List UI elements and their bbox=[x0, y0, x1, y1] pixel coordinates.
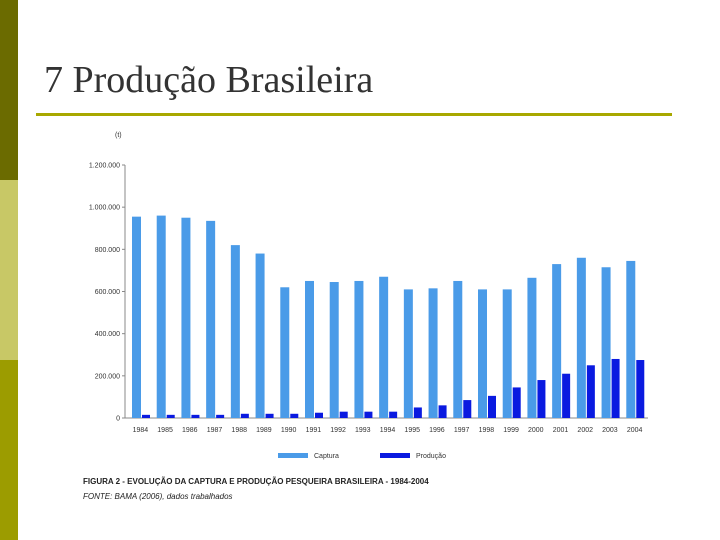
bar-captura-1990 bbox=[280, 287, 290, 418]
x-tick-label: 1985 bbox=[157, 427, 173, 434]
bar-captura-1995 bbox=[403, 289, 413, 418]
bar-producao-1985 bbox=[166, 414, 175, 418]
bar-producao-2002 bbox=[586, 365, 595, 418]
bar-producao-1997 bbox=[463, 400, 472, 418]
legend-label-producao: Produção bbox=[416, 453, 446, 460]
x-tick-label: 1999 bbox=[503, 427, 519, 434]
bar-producao-1984 bbox=[142, 414, 150, 418]
bar-producao-1989 bbox=[265, 413, 274, 418]
legend-label-captura: Captura bbox=[314, 453, 339, 460]
title-underline bbox=[36, 113, 672, 116]
bar-producao-2000 bbox=[537, 380, 546, 418]
bar-producao-1991 bbox=[315, 412, 323, 418]
bar-captura-2004 bbox=[626, 260, 636, 418]
side-accent-top bbox=[0, 0, 18, 180]
bar-producao-1992 bbox=[339, 411, 348, 418]
x-tick-label: 2001 bbox=[553, 427, 569, 434]
bar-captura-1989 bbox=[255, 253, 265, 418]
y-tick-label: 0 bbox=[116, 416, 120, 423]
bar-producao-1995 bbox=[413, 407, 422, 418]
bar-captura-2002 bbox=[576, 257, 586, 418]
x-tick-label: 1992 bbox=[330, 427, 346, 434]
bar-producao-2004 bbox=[636, 360, 645, 418]
bar-captura-1986 bbox=[181, 217, 191, 418]
bar-captura-2000 bbox=[527, 277, 537, 418]
legend-swatch-producao bbox=[380, 453, 410, 458]
bar-captura-1994 bbox=[379, 276, 389, 418]
x-tick-label: 1994 bbox=[380, 427, 396, 434]
bar-captura-1998 bbox=[478, 289, 487, 418]
x-tick-label: 1984 bbox=[133, 427, 149, 434]
bar-producao-1998 bbox=[488, 395, 496, 418]
bar-producao-1993 bbox=[364, 411, 373, 418]
bar-producao-1986 bbox=[191, 414, 200, 418]
side-accent-middle bbox=[0, 180, 18, 360]
x-tick-label: 2002 bbox=[577, 427, 593, 434]
slide-title: 7 Produção Brasileira bbox=[44, 59, 374, 101]
x-tick-label: 2004 bbox=[627, 427, 643, 434]
y-tick-label: 1.000.000 bbox=[89, 205, 120, 212]
x-tick-label: 1987 bbox=[207, 427, 223, 434]
side-accent-bottom bbox=[0, 360, 18, 540]
y-tick-label: 600.000 bbox=[95, 289, 120, 296]
bar-producao-1990 bbox=[290, 413, 299, 418]
bar-producao-2003 bbox=[611, 358, 620, 418]
x-tick-label: 1995 bbox=[404, 427, 420, 434]
x-tick-label: 1996 bbox=[429, 427, 445, 434]
bar-producao-1988 bbox=[240, 413, 249, 418]
bar-producao-2001 bbox=[562, 373, 571, 418]
source-caption: FONTE: BAMA (2006), dados trabalhados bbox=[83, 492, 233, 501]
x-tick-label: 1991 bbox=[306, 427, 322, 434]
y-axis-unit-label: (t) bbox=[115, 132, 122, 139]
bar-chart: (t) 0 200.000 400.000 600.000 800.000 1.000.00… bbox=[89, 132, 648, 460]
x-tick-label: 2003 bbox=[602, 427, 618, 434]
y-tick-label: 200.000 bbox=[95, 373, 120, 380]
figure-caption: FIGURA 2 - EVOLUÇÃO DA CAPTURA E PRODUÇÃ… bbox=[83, 477, 429, 486]
x-tick-label: 1990 bbox=[281, 427, 297, 434]
bar-captura-1988 bbox=[230, 245, 240, 418]
x-tick-label: 1988 bbox=[231, 427, 247, 434]
bar-captura-2003 bbox=[601, 267, 611, 418]
bar-producao-1994 bbox=[389, 411, 398, 418]
x-tick-label: 1998 bbox=[479, 427, 495, 434]
x-tick-label: 2000 bbox=[528, 427, 544, 434]
y-tick-label: 400.000 bbox=[95, 331, 120, 338]
y-tick-label: 800.000 bbox=[95, 247, 120, 254]
bar-captura-1996 bbox=[428, 288, 438, 418]
bar-captura-2001 bbox=[552, 264, 562, 418]
bar-captura-1984 bbox=[132, 216, 141, 418]
bar-captura-1993 bbox=[354, 280, 364, 418]
bar-captura-1992 bbox=[329, 282, 339, 418]
bar-captura-1991 bbox=[305, 280, 314, 418]
bar-captura-1987 bbox=[206, 220, 216, 418]
bar-producao-1999 bbox=[512, 387, 521, 418]
bar-producao-1996 bbox=[438, 405, 447, 418]
x-tick-label: 1993 bbox=[355, 427, 371, 434]
y-tick-label: 1.200.000 bbox=[89, 163, 120, 170]
bar-producao-1987 bbox=[216, 414, 225, 418]
x-tick-label: 1989 bbox=[256, 427, 272, 434]
bar-captura-1985 bbox=[156, 215, 166, 418]
legend-swatch-captura bbox=[278, 453, 308, 458]
x-tick-label: 1997 bbox=[454, 427, 470, 434]
x-tick-label: 1986 bbox=[182, 427, 198, 434]
bar-captura-1999 bbox=[502, 289, 512, 418]
bar-captura-1997 bbox=[453, 280, 463, 418]
